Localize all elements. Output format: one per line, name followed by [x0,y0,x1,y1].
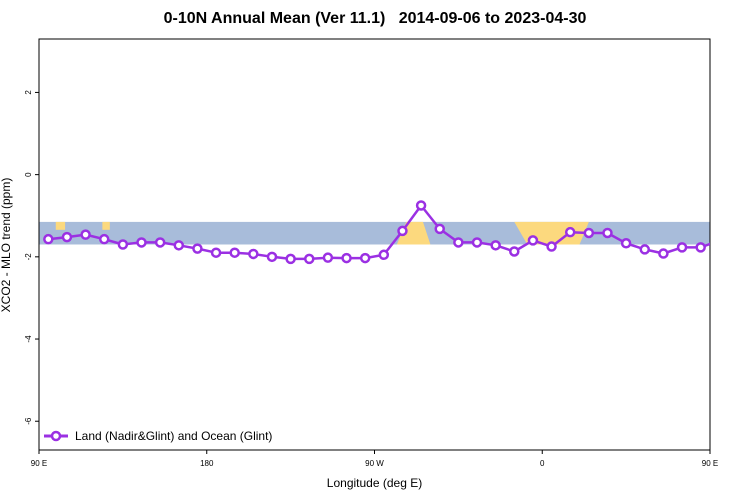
data-point [341,252,352,264]
data-point [415,200,427,211]
y-tick-label: 2 [24,90,33,95]
data-point [509,246,520,257]
land-patch [102,221,110,230]
data-point [154,237,166,248]
legend-label: Land (Nadir&Glint) and Ocean (Glint) [75,429,272,443]
data-point [210,247,222,258]
data-point [602,227,613,239]
data-point [117,239,129,250]
data-point [98,233,110,245]
x-tick-label: 0 [540,459,545,468]
data-point [434,223,445,235]
x-axis: 90 E 180 90 W 0 90 E [31,450,718,468]
data-point [43,233,54,245]
series-group [43,200,742,265]
data-point [546,241,557,252]
x-axis-label: Longitude (deg E) [326,476,423,490]
title-date-range: 2014-09-06 to 2023-04-30 [398,10,587,27]
x-tick-label: 90 E [31,459,47,468]
data-point [248,248,259,260]
x-tick-label: 180 [200,459,214,468]
data-point [734,234,742,242]
data-point [173,240,185,251]
chart-title: 0-10N Annual Mean (Ver 11.1) 2014-09-06 … [0,10,750,28]
title-main: 0-10N Annual Mean (Ver 11.1) [163,10,386,27]
x-tick-label: 90 W [365,459,384,468]
legend-marker [50,430,62,442]
data-point [229,247,240,258]
series-line [48,204,710,261]
data-point [527,235,539,246]
data-point [564,226,576,238]
data-point [61,231,73,243]
data-point [304,253,315,265]
y-tick-label: -2 [24,253,33,261]
data-point [695,242,706,253]
data-point [397,225,408,237]
x-tick-label: 90 E [702,459,718,468]
data-point [359,252,371,264]
y-tick-label: -4 [24,335,33,343]
legend: Land (Nadir&Glint) and Ocean (Glint) [44,429,272,443]
data-point [658,248,669,259]
data-point [715,236,723,244]
y-axis: 2 0 -2 -4 -6 [24,90,39,425]
data-point [639,244,651,255]
y-tick-label: -6 [24,417,33,425]
data-point [471,237,483,248]
data-point [490,240,501,251]
y-axis-label: XCO2 - MLO trend (ppm) [0,177,13,313]
data-point [378,249,390,261]
data-point [453,237,464,248]
data-point [285,253,296,265]
data-point [676,242,688,253]
land-patch [723,222,730,230]
data-point [583,227,595,239]
data-point [322,252,334,263]
land-patch [55,221,66,230]
data-point [192,243,203,254]
y-tick-label: 0 [24,172,33,177]
data-point [266,251,278,263]
data-point [620,238,632,249]
data-point [136,237,147,248]
data-point [80,229,91,240]
